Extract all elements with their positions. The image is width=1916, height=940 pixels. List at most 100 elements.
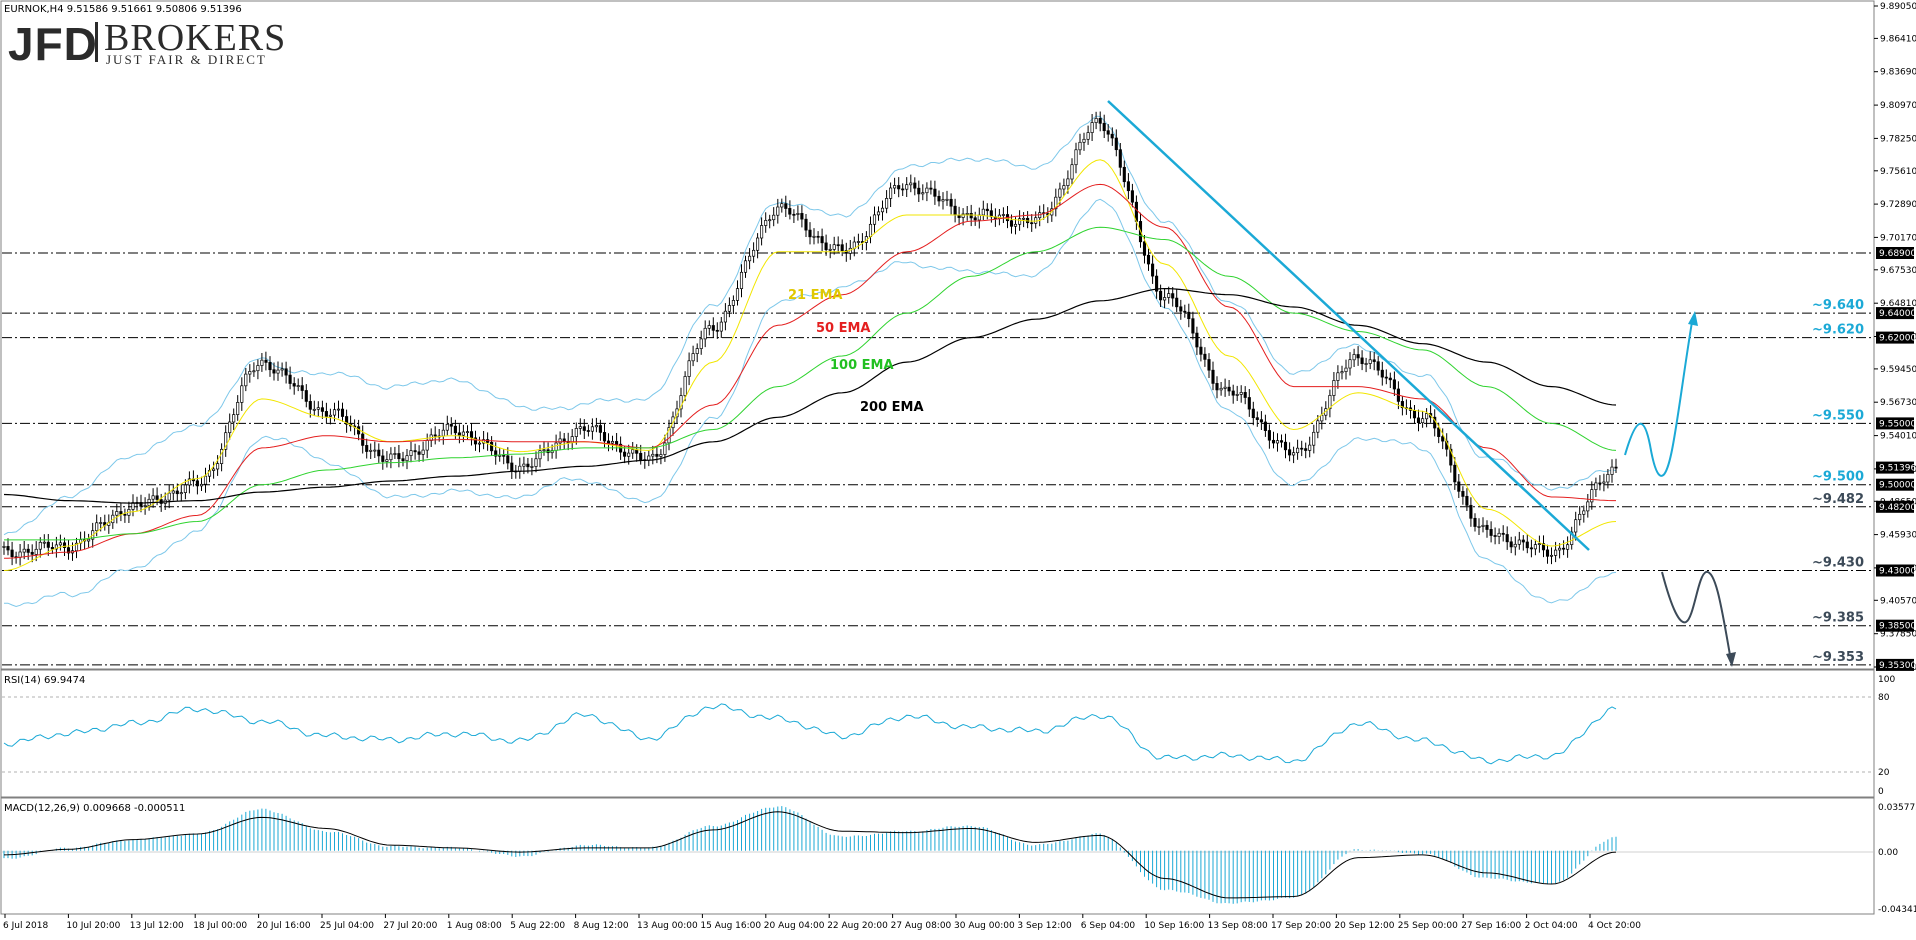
time-tick-label: 25 Sep 00:00 [1398,921,1458,931]
candle-body [1215,383,1219,391]
candle-body [1062,185,1066,190]
candle-body [1380,369,1384,378]
candle-body [373,449,377,452]
price-tag-box [1876,478,1914,491]
candle-body [1255,417,1259,420]
candle-body [2,546,6,548]
candle-body [534,458,538,467]
candle-body [276,369,280,374]
candle-body [1320,414,1324,422]
candle-body [876,211,881,216]
candle-body [1070,164,1074,180]
candle-body [659,454,663,457]
candle-body [1392,379,1396,390]
candle-body [417,451,421,455]
candle-body [812,235,816,238]
candle-body [1098,118,1102,124]
candle-body [1106,130,1110,135]
time-tick-label: 15 Aug 16:00 [700,921,761,931]
candle-body [715,329,719,332]
candle-body [764,220,768,226]
candle-body [369,449,373,452]
candle-body [1368,359,1372,364]
price-tick-label: 9.56730 [1880,398,1916,408]
symbol-info: EURNOK,H4 9.51586 9.51661 9.50806 9.5139… [4,4,242,15]
candle-body [784,203,788,209]
candle-body [1497,532,1501,537]
candle-body [905,184,909,190]
candle-body [179,492,183,495]
candle-body [780,203,784,208]
candle-body [1219,387,1223,391]
candle-body [224,432,228,450]
candle-body [731,300,735,306]
time-tick-label: 27 Aug 08:00 [891,921,952,931]
candle-body [1489,529,1493,536]
candle-body [1251,408,1255,419]
candle-body [340,408,345,417]
rsi-axis-80: 80 [1878,693,1890,703]
candle-body [522,463,526,467]
price-tag-box [1876,500,1914,513]
candle-body [840,244,844,251]
candle-body [1078,141,1082,151]
price-tick-label: 9.37850 [1880,630,1916,640]
candle-body [1356,354,1360,359]
time-tick-label: 6 Sep 04:00 [1081,921,1136,931]
price-tick-label: 9.54010 [1880,432,1916,442]
candle-body [578,426,582,429]
candle-body [30,551,34,555]
candle-body [1146,254,1151,265]
candle-body [683,376,687,396]
candle-body [663,442,667,455]
candle-body [796,213,800,215]
price-tick-label: 9.40570 [1880,596,1916,606]
bullish-scenario-arrow [1624,321,1693,477]
candle-body [1195,332,1199,348]
level-label: ~9.385 [1812,611,1864,626]
candle-body [465,431,470,433]
candle-body [1279,440,1284,443]
candle-body [151,495,155,500]
candle-body [743,260,748,273]
candle-body [1167,293,1171,298]
candle-body [752,249,756,257]
price-tag-box [1876,658,1914,671]
time-tick-label: 20 Sep 12:00 [1334,921,1394,931]
candle-body [1461,491,1465,497]
candle-body [385,459,389,462]
candle-body [1151,263,1155,277]
price-panel-frame [0,0,1875,670]
candle-body [1360,357,1364,365]
candle-body [320,407,324,412]
candle-body [240,385,244,403]
time-tick-label: 22 Aug 20:00 [827,921,888,931]
candle-body [22,548,26,553]
ema50-label: 50 EMA [816,321,871,336]
candle-body [1562,547,1566,550]
candle-body [824,242,828,251]
candle-body [316,407,320,410]
candle-body [933,188,937,197]
candle-body [687,360,691,377]
candle-body [510,462,514,472]
bollinger-upper-band [3,115,1617,536]
candle-body [917,187,921,195]
level-labels: ~9.640 ~9.620 ~9.550 ~9.500 ~9.482 ~9.430 ~9.3… [1812,298,1864,665]
candle-body [1018,218,1022,225]
candle-body [1300,447,1304,450]
candle-body [1187,311,1191,320]
rsi-axis-0: 0 [1878,787,1884,797]
candle-body [1525,541,1529,549]
time-tick-label: 5 Aug 22:00 [510,921,565,931]
candle-body [1449,448,1453,466]
candle-body [457,432,461,436]
candle-body [1155,275,1159,292]
candle-body [1457,481,1461,492]
candle-body [667,427,671,444]
candle-body [87,538,91,542]
candle-body [1239,392,1243,395]
candle-body [421,449,425,455]
candle-body [433,434,437,437]
